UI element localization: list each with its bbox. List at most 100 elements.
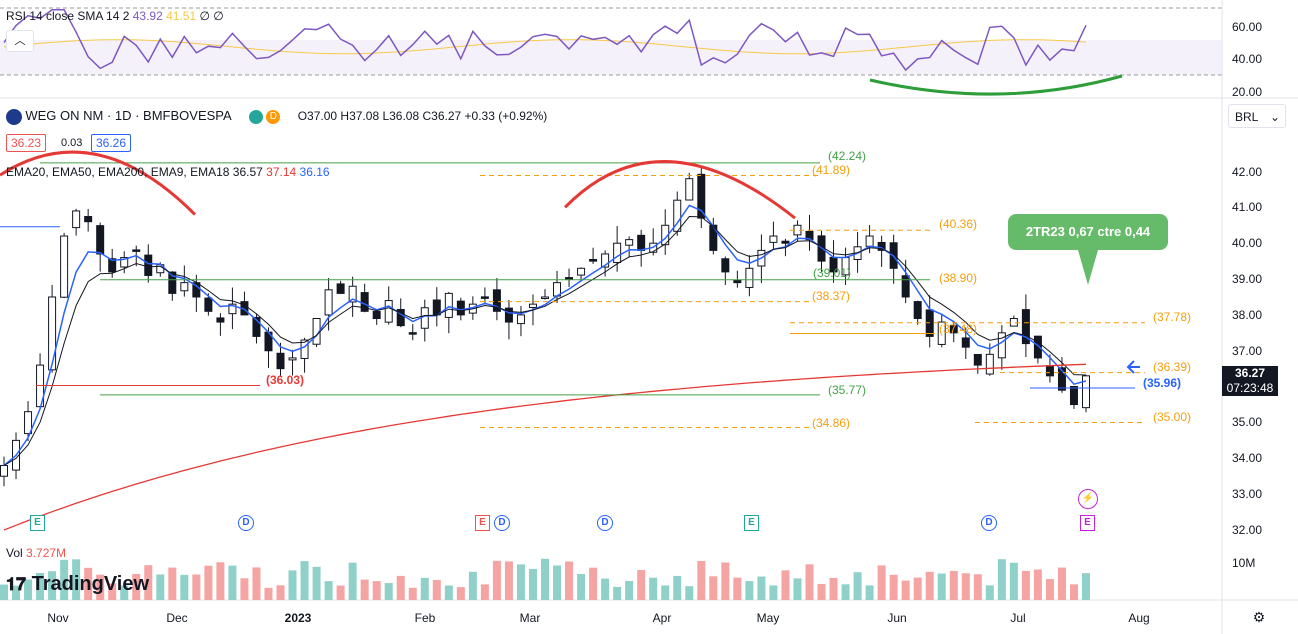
volume-bar <box>877 565 886 600</box>
volume-bar <box>889 574 898 600</box>
volume-bar <box>12 585 21 600</box>
dividend-event-icon[interactable]: D <box>981 515 997 531</box>
dividend-event-icon[interactable]: D <box>597 515 613 531</box>
earnings-event-icon[interactable]: E <box>30 515 45 531</box>
arrow-left-icon <box>1126 360 1140 374</box>
volume-bar <box>372 581 381 600</box>
price-tick: 32.00 <box>1232 523 1263 537</box>
ema-legend: EMA20, EMA50, EMA200, EMA9, EMA18 36.57 … <box>6 165 330 179</box>
volume-bar <box>1009 562 1018 600</box>
volume-bar <box>565 561 574 600</box>
dividend-event-icon[interactable]: D <box>238 515 254 531</box>
volume-bar <box>1069 584 1078 600</box>
candle-body <box>589 259 598 262</box>
candle-body <box>961 337 970 348</box>
candle-body <box>252 316 261 337</box>
volume-bar <box>384 583 393 600</box>
volume-bar <box>492 560 501 600</box>
earnings-event-icon[interactable]: E <box>1080 515 1095 531</box>
volume-bar <box>949 570 958 600</box>
candle-body <box>541 296 549 299</box>
candle-body <box>685 178 694 201</box>
rsi-line <box>3 9 1087 72</box>
volume-bar <box>96 574 105 600</box>
candle-body <box>949 325 958 334</box>
candle-body <box>528 303 537 308</box>
volume-bar <box>1021 570 1030 600</box>
rsi-extra: ∅ ∅ <box>199 9 224 23</box>
volume-bar <box>324 581 333 600</box>
rsi-band <box>0 40 1222 75</box>
sell-price-box[interactable]: 36.23 <box>6 134 47 152</box>
candle-body <box>1057 367 1066 391</box>
volume-bar <box>925 571 934 600</box>
price-tick: 38.00 <box>1232 307 1263 322</box>
candle-body <box>733 279 742 284</box>
ema-value: 36.16 <box>299 165 330 179</box>
delayed-data-icon[interactable]: D <box>266 109 281 124</box>
earnings-callout[interactable]: 2TR23 0,67 ctre 0,44 <box>1008 214 1168 250</box>
volume-bar <box>817 584 826 600</box>
currency-select[interactable]: BRL ⌄ <box>1228 104 1286 128</box>
volume-bar <box>336 585 345 600</box>
candle-body <box>48 296 57 371</box>
time-tick: Mar <box>519 611 541 625</box>
candle-body <box>1069 385 1078 406</box>
tradingview-logo[interactable]: 𝟏𝟕 TradingView <box>6 573 149 596</box>
volume-bar <box>72 559 81 600</box>
volume-bar <box>156 574 165 600</box>
lightning-icon[interactable]: ⚡ <box>1078 489 1098 509</box>
candle-body <box>300 339 309 359</box>
candle-body <box>1021 309 1030 345</box>
dividend-event-icon[interactable]: D <box>494 515 510 531</box>
volume-bar <box>685 586 694 600</box>
candle-body <box>180 282 189 292</box>
collapse-rsi-button[interactable]: ︿ <box>6 30 34 52</box>
volume-tick: 10M <box>1232 556 1256 570</box>
ema9-line <box>3 204 1087 467</box>
weg-logo-icon <box>6 108 22 125</box>
time-tick: Apr <box>652 611 672 625</box>
volume-label: Vol <box>6 546 23 560</box>
level-label: (37.78) <box>1153 310 1192 324</box>
market-status-icon[interactable] <box>249 109 264 124</box>
settings-gear-icon[interactable]: ⚙ <box>1252 609 1266 625</box>
volume-bar <box>853 572 862 600</box>
rsi-value: 43.92 <box>132 9 163 23</box>
candle-body <box>913 301 922 319</box>
volume-bar <box>168 567 177 600</box>
candle-body <box>132 249 141 252</box>
volume-bar <box>901 580 910 600</box>
volume-bar <box>709 576 718 600</box>
currency-value: BRL <box>1235 110 1259 124</box>
volume-bar <box>456 587 465 600</box>
rsi-tick: 40.00 <box>1232 52 1263 66</box>
candle-body <box>420 307 429 329</box>
price-tick: 37.00 <box>1232 343 1263 358</box>
volume-bar <box>360 579 369 600</box>
candle-body <box>204 297 213 312</box>
volume-bar <box>192 574 201 600</box>
candle-body <box>973 353 982 366</box>
earnings-event-icon[interactable]: E <box>744 515 759 531</box>
candle-body <box>781 240 790 244</box>
candle-body <box>276 352 285 370</box>
symbol-title[interactable]: WEG ON NM · 1D · BMFBOVESPA <box>25 108 232 123</box>
volume-bar <box>108 583 117 600</box>
candle-body <box>72 210 81 229</box>
candle-body <box>372 311 381 319</box>
earnings-event-icon[interactable]: E <box>475 515 490 531</box>
candle-body <box>1033 335 1042 359</box>
volume-bar <box>541 558 549 600</box>
callout-pointer <box>1078 250 1098 285</box>
candle-body <box>937 321 946 345</box>
volume-bar <box>625 581 634 600</box>
level-label: (40.36) <box>939 217 978 231</box>
volume-bar <box>468 571 477 600</box>
rsi-sma-line <box>3 39 1087 55</box>
buy-price-box[interactable]: 36.26 <box>91 134 132 152</box>
volume-bar <box>252 567 261 600</box>
volume-bar <box>589 567 598 600</box>
price-tick: 41.00 <box>1232 200 1263 215</box>
